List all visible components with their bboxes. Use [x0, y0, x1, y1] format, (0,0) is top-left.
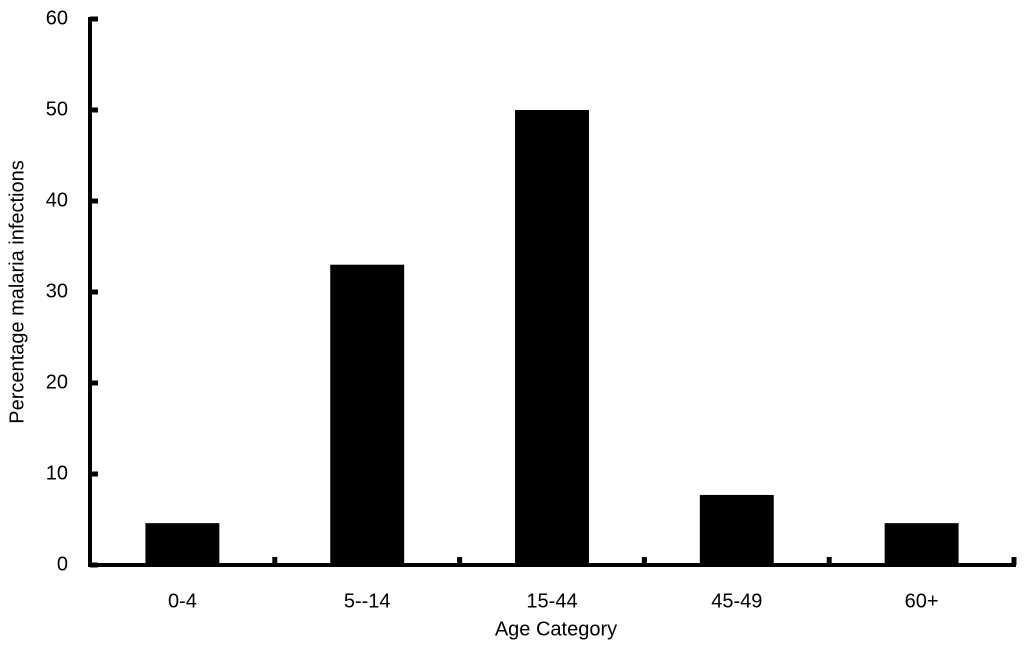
y-tick-label: 50 — [46, 98, 68, 120]
x-tick-label: 45-49 — [711, 590, 762, 612]
x-tick-label: 0-4 — [168, 590, 197, 612]
y-tick-label: 0 — [57, 553, 68, 575]
x-tick-label: 5--14 — [344, 590, 391, 612]
bar — [145, 523, 220, 565]
bar — [330, 264, 405, 565]
y-tick-label: 30 — [46, 280, 68, 302]
bar — [884, 523, 959, 565]
y-tick-label: 60 — [46, 7, 68, 29]
x-tick-label: 15-44 — [526, 590, 577, 612]
y-tick-label: 40 — [46, 189, 68, 211]
y-tick-label: 20 — [46, 371, 68, 393]
y-axis-label: Percentage malaria infections — [6, 160, 28, 423]
x-tick-label: 60+ — [905, 590, 939, 612]
x-axis-label: Age Category — [495, 618, 617, 640]
bar — [515, 110, 589, 565]
y-tick-label: 10 — [46, 462, 68, 484]
bar — [699, 494, 774, 565]
